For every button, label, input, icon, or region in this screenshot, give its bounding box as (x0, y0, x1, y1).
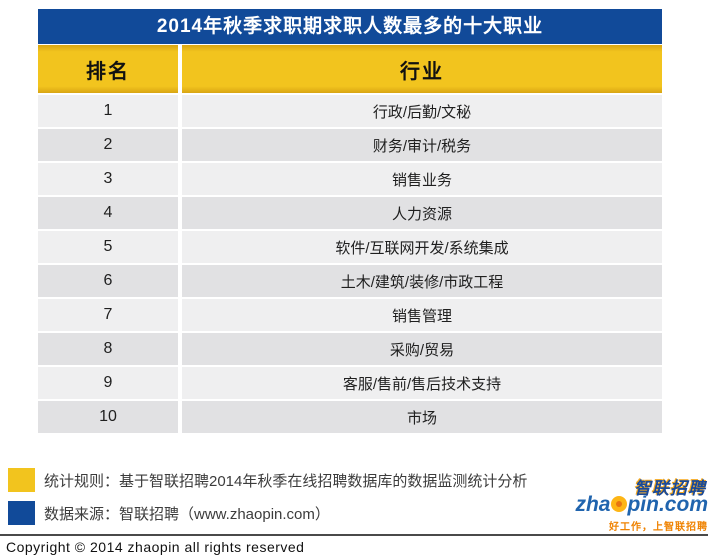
note-data-source: 数据来源：智联招聘（www.zhaopin.com） (8, 501, 330, 525)
divider-line (0, 534, 708, 536)
logo-brand-cn: 智联招聘 (634, 479, 706, 498)
industry-cell: 采购/贸易 (182, 333, 662, 365)
rank-cell: 9 (38, 367, 178, 399)
zhaopin-logo: 智联招聘 zha pin.com 好工作，上智联招聘 (575, 474, 708, 533)
logo-tagline: 好工作，上智联招聘 (609, 522, 708, 533)
rank-cell: 3 (38, 163, 178, 195)
industry-cell: 人力资源 (182, 197, 662, 229)
yellow-legend-square (8, 468, 35, 492)
table-row: 7 销售管理 (38, 299, 662, 331)
table-row: 10 市场 (38, 401, 662, 433)
top10-table: 2014年秋季求职期求职人数最多的十大职业 排名 行业 1 行政/后勤/文秘 2… (38, 9, 662, 435)
industry-cell: 销售管理 (182, 299, 662, 331)
industry-cell: 市场 (182, 401, 662, 433)
logo-o-dot-icon (611, 496, 628, 512)
rank-cell: 8 (38, 333, 178, 365)
industry-cell: 土木/建筑/装修/市政工程 (182, 265, 662, 297)
table-row: 5 软件/互联网开发/系统集成 (38, 231, 662, 263)
table-row: 6 土木/建筑/装修/市政工程 (38, 265, 662, 297)
note-data-source-text: 数据来源：智联招聘（www.zhaopin.com） (44, 505, 330, 523)
industry-cell: 软件/互联网开发/系统集成 (182, 231, 662, 263)
rank-cell: 5 (38, 231, 178, 263)
logo-wordmark-prefix: zha (575, 493, 611, 516)
industry-cell: 销售业务 (182, 163, 662, 195)
table-row: 1 行政/后勤/文秘 (38, 95, 662, 127)
table-title: 2014年秋季求职期求职人数最多的十大职业 (38, 9, 662, 44)
logo-wordmark-suffix: pin.com (627, 493, 708, 516)
industry-cell: 客服/售前/售后技术支持 (182, 367, 662, 399)
rank-cell: 6 (38, 265, 178, 297)
table-row: 8 采购/贸易 (38, 333, 662, 365)
rank-cell: 7 (38, 299, 178, 331)
table-header-row: 排名 行业 (38, 45, 662, 93)
logo-wordmark: zha pin.com (575, 494, 708, 516)
blue-legend-square (8, 501, 35, 525)
rank-cell: 1 (38, 95, 178, 127)
note-stat-rule: 统计规则：基于智联招聘2014年秋季在线招聘数据库的数据监测统计分析 (8, 468, 527, 492)
table-row: 2 财务/审计/税务 (38, 129, 662, 161)
column-header-rank: 排名 (38, 45, 178, 93)
rank-cell: 4 (38, 197, 178, 229)
column-header-industry: 行业 (182, 45, 662, 93)
copyright-text: Copyright © 2014 zhaopin all rights rese… (6, 539, 305, 555)
table-row: 9 客服/售前/售后技术支持 (38, 367, 662, 399)
industry-cell: 财务/审计/税务 (182, 129, 662, 161)
table-row: 3 销售业务 (38, 163, 662, 195)
rank-cell: 2 (38, 129, 178, 161)
note-stat-rule-text: 统计规则：基于智联招聘2014年秋季在线招聘数据库的数据监测统计分析 (44, 472, 528, 490)
rank-cell: 10 (38, 401, 178, 433)
industry-cell: 行政/后勤/文秘 (182, 95, 662, 127)
table-row: 4 人力资源 (38, 197, 662, 229)
